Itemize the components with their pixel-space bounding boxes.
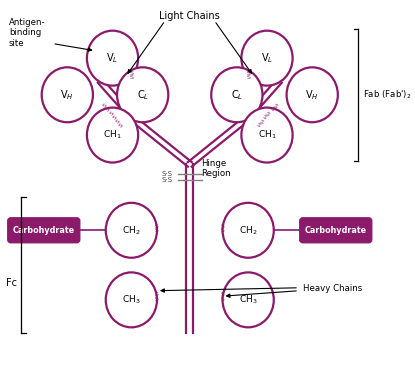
Text: CH$_2$: CH$_2$ <box>239 224 257 237</box>
Ellipse shape <box>242 108 293 162</box>
Text: Hinge
Region: Hinge Region <box>201 159 231 178</box>
Text: CH$_2$: CH$_2$ <box>122 224 141 237</box>
FancyBboxPatch shape <box>8 218 80 243</box>
Ellipse shape <box>42 67 93 122</box>
Text: Antigen-
binding
site: Antigen- binding site <box>9 18 46 48</box>
Text: S
S: S S <box>155 224 159 233</box>
Text: V$_L$: V$_L$ <box>107 51 119 65</box>
Text: S·S: S·S <box>162 177 173 183</box>
Ellipse shape <box>222 203 274 258</box>
Ellipse shape <box>287 67 338 122</box>
Text: CH$_1$: CH$_1$ <box>103 129 122 141</box>
Ellipse shape <box>87 108 138 162</box>
Text: S
S: S S <box>221 224 225 233</box>
Text: Fab (Fab')$_2$: Fab (Fab')$_2$ <box>363 89 411 101</box>
Text: Heavy Chains: Heavy Chains <box>303 284 362 293</box>
Ellipse shape <box>87 31 138 86</box>
Text: C$_L$: C$_L$ <box>137 88 149 102</box>
Ellipse shape <box>211 67 262 122</box>
Text: S
S: S S <box>115 119 124 128</box>
Text: V$_L$: V$_L$ <box>261 51 273 65</box>
Text: V$_H$: V$_H$ <box>61 88 74 102</box>
Ellipse shape <box>222 272 274 327</box>
FancyBboxPatch shape <box>300 218 372 243</box>
Text: S
S: S S <box>255 119 264 128</box>
Text: CH$_1$: CH$_1$ <box>258 129 276 141</box>
Text: S·S: S·S <box>162 171 173 177</box>
Text: C$_L$: C$_L$ <box>231 88 243 102</box>
Text: Light Chains: Light Chains <box>159 11 220 21</box>
Text: S
S: S S <box>129 70 133 80</box>
Text: S
S: S S <box>102 103 111 113</box>
Text: Carbohydrate: Carbohydrate <box>13 226 75 235</box>
Ellipse shape <box>242 31 293 86</box>
Text: S
S: S S <box>221 293 225 302</box>
Text: S
S: S S <box>155 293 159 302</box>
Text: CH$_3$: CH$_3$ <box>239 294 257 306</box>
Text: S
S: S S <box>246 70 250 80</box>
Text: S
S: S S <box>269 103 278 113</box>
Text: CH$_3$: CH$_3$ <box>122 294 141 306</box>
Text: Carbohydrate: Carbohydrate <box>305 226 367 235</box>
Ellipse shape <box>106 203 157 258</box>
Text: S
S: S S <box>261 111 271 121</box>
Text: Fc: Fc <box>6 278 17 289</box>
Text: S
S: S S <box>109 111 118 121</box>
Ellipse shape <box>106 272 157 327</box>
Ellipse shape <box>117 67 168 122</box>
Text: V$_H$: V$_H$ <box>305 88 319 102</box>
